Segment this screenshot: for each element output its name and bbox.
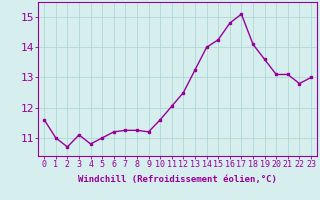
X-axis label: Windchill (Refroidissement éolien,°C): Windchill (Refroidissement éolien,°C) (78, 175, 277, 184)
